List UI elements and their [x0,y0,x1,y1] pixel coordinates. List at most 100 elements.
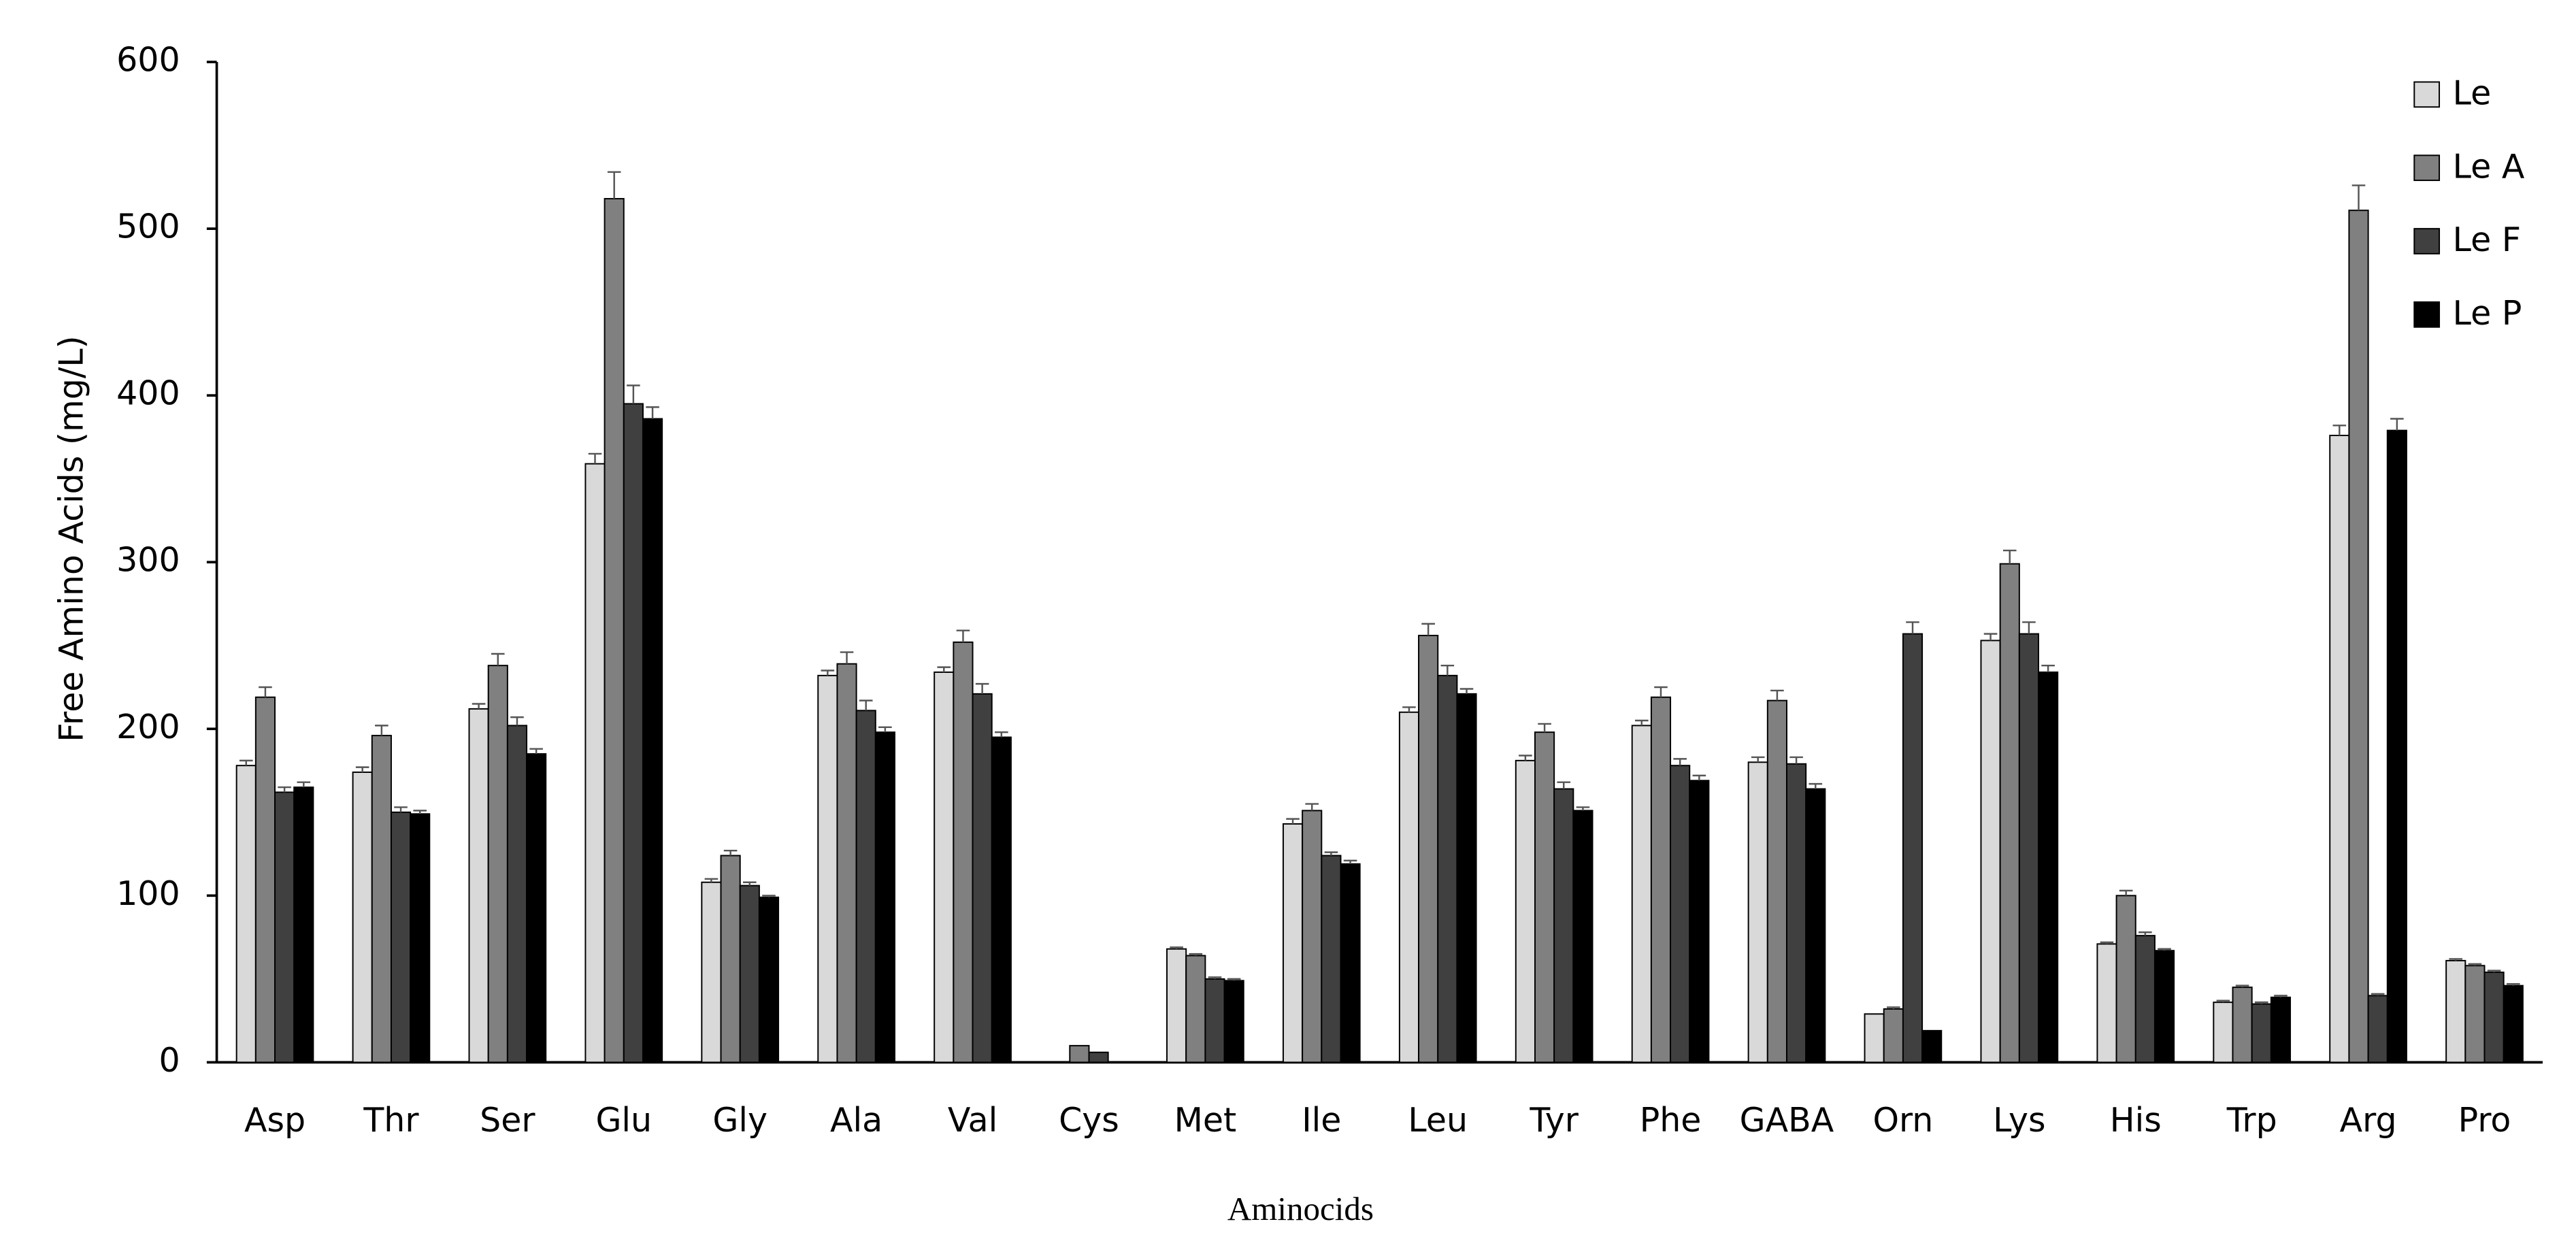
bar [1456,693,1477,1063]
bar [2038,671,2059,1063]
legend-swatch [2413,81,2441,108]
bar [2018,633,2040,1063]
bar [2251,1003,2272,1063]
bar [1631,725,1652,1063]
bar [1515,759,1536,1063]
bar [371,735,392,1063]
bar [739,884,760,1063]
x-tick-label: Leu [1408,1101,1468,1140]
bar [1069,1044,1090,1063]
bar [352,772,373,1063]
y-tick-label: 100 [116,874,180,913]
x-tick-label: Glu [595,1101,652,1140]
x-axis-label: Aminocids [1227,1190,1374,1227]
bar [1766,699,1787,1063]
bar [468,708,489,1063]
bar [2386,429,2407,1063]
bar [2270,996,2292,1063]
legend-swatch [2413,301,2441,328]
x-tick-label: GABA [1740,1101,1834,1140]
bar [2445,959,2466,1063]
bar [1418,635,1439,1063]
bar [874,731,895,1063]
bar [2483,972,2505,1063]
bar [1805,788,1826,1063]
bar [1553,788,1574,1063]
bar [1864,1013,1885,1063]
y-tick-label: 200 [116,708,180,746]
y-tick-label: 0 [159,1041,180,1080]
y-tick-label: 600 [116,41,180,80]
x-tick-label: Gly [712,1101,767,1140]
bar [758,896,780,1063]
bar [254,696,276,1063]
bar [390,811,412,1063]
bar [1534,731,1555,1063]
bar [2464,965,2486,1063]
bar [526,753,547,1063]
y-tick-label: 500 [116,208,180,246]
x-tick-label: Ile [1302,1101,1341,1140]
x-tick-label: Thr [363,1101,419,1140]
bar [1204,978,1225,1063]
x-tick-label: Asp [244,1101,306,1140]
x-tick-label: Tyr [1529,1101,1579,1140]
bar [506,725,528,1063]
bar [2153,950,2175,1063]
bar [953,641,974,1063]
bar [1883,1008,1904,1063]
bar [487,665,508,1063]
bar [1786,763,1807,1063]
legend-label: Le [2453,74,2492,113]
x-tick-label: Ala [830,1101,882,1140]
bar [604,198,625,1063]
bar [2329,435,2350,1063]
legend-swatch [2413,228,2441,254]
y-axis-label: Free Amino Acids (mg/L) [52,335,90,742]
bar [991,736,1012,1063]
legend-swatch [2413,154,2441,182]
y-tick-label: 300 [116,541,180,580]
legend-label: Le P [2453,294,2522,333]
bar [1302,810,1323,1063]
x-tick-label: Phe [1640,1101,1702,1140]
bar [1088,1051,1109,1063]
bar [817,674,838,1063]
bar [2134,935,2156,1063]
bar [642,418,663,1063]
bar [1437,674,1458,1063]
bar [2503,984,2524,1063]
bar [934,671,955,1063]
bar [720,855,741,1063]
bar [2115,895,2136,1063]
x-tick-label: His [2110,1101,2162,1140]
bar [2348,210,2369,1063]
bar [1747,761,1768,1063]
bar [1902,633,1923,1063]
bar [836,663,857,1063]
bar [1166,948,1187,1063]
x-tick-label: Pro [2458,1101,2511,1140]
bar [2367,995,2388,1063]
bar [1980,640,2001,1063]
y-tick-label: 400 [116,374,180,413]
bar [1340,863,1361,1063]
bar [1321,855,1342,1063]
bar [1670,765,1691,1063]
bar [1185,955,1206,1063]
x-tick-label: Val [948,1101,997,1140]
bar [1650,696,1672,1063]
bar [623,403,644,1063]
bar [2232,987,2253,1063]
x-tick-label: Trp [2226,1101,2277,1140]
bar [855,710,876,1063]
x-tick-label: Lys [1993,1101,2045,1140]
bar [274,791,295,1063]
bar [293,787,314,1063]
bar [1398,711,1420,1063]
bar [2213,1002,2234,1063]
bar [2096,943,2117,1063]
bar [584,463,606,1063]
x-tick-label: Arg [2340,1101,2397,1140]
